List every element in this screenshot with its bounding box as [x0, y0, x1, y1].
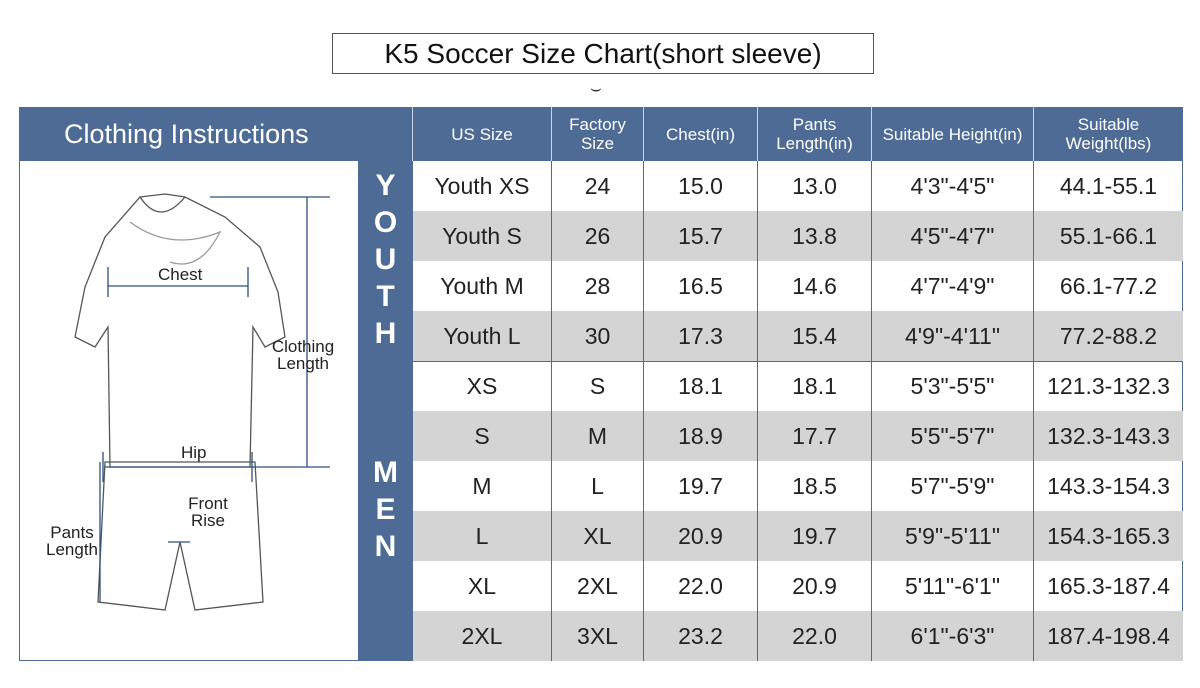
table-row: Youth XS 24 15.0 13.0 4'3"-4'5" 44.1-55.1 [412, 161, 1183, 211]
table-cell: 4'9"-4'11" [871, 311, 1033, 361]
table-cell: XL [412, 561, 551, 611]
chart-title: K5 Soccer Size Chart(short sleeve) [332, 33, 874, 74]
table-cell: Youth S [412, 211, 551, 261]
group-label-text: YOUTH [369, 168, 402, 354]
table-cell: 6'1"-6'3" [871, 611, 1033, 661]
column-header: Chest(in) [643, 107, 757, 161]
table-cell: 22.0 [757, 611, 871, 661]
group-label-men: MEN [358, 361, 412, 661]
table-cell: 28 [551, 261, 643, 311]
table-cell: 5'5"-5'7" [871, 411, 1033, 461]
table-row: XS S 18.1 18.1 5'3"-5'5" 121.3-132.3 [412, 361, 1183, 411]
table-cell: M [412, 461, 551, 511]
table-row: Youth M 28 16.5 14.6 4'7"-4'9" 66.1-77.2 [412, 261, 1183, 311]
table-row: XL 2XL 22.0 20.9 5'11"-6'1" 165.3-187.4 [412, 561, 1183, 611]
table-cell: S [412, 411, 551, 461]
table-row: L XL 20.9 19.7 5'9"-5'11" 154.3-165.3 [412, 511, 1183, 561]
table-cell: 77.2-88.2 [1033, 311, 1183, 361]
table-cell: 44.1-55.1 [1033, 161, 1183, 211]
clothing-length-label: Clothing Length [271, 337, 335, 373]
table-cell: 5'7"-5'9" [871, 461, 1033, 511]
table-cell: 18.9 [643, 411, 757, 461]
table-cell: 19.7 [757, 511, 871, 561]
table-row: Youth L 30 17.3 15.4 4'9"-4'11" 77.2-88.2 [412, 311, 1183, 361]
table-cell: S [551, 361, 643, 411]
table-cell: 17.7 [757, 411, 871, 461]
group-label-text: MEN [369, 455, 402, 567]
column-header: Factory Size [551, 107, 643, 161]
table-cell: 20.9 [757, 561, 871, 611]
table-cell: 24 [551, 161, 643, 211]
table-cell: 13.0 [757, 161, 871, 211]
table-cell: 19.7 [643, 461, 757, 511]
table-cell: 132.3-143.3 [1033, 411, 1183, 461]
table-cell: 18.5 [757, 461, 871, 511]
shirt-outline [74, 193, 286, 468]
table-cell: 5'3"-5'5" [871, 361, 1033, 411]
table-cell: 18.1 [757, 361, 871, 411]
table-cell: Youth L [412, 311, 551, 361]
table-cell: Youth M [412, 261, 551, 311]
table-row: 2XL 3XL 23.2 22.0 6'1"-6'3" 187.4-198.4 [412, 611, 1183, 661]
column-header: Suitable Weight(lbs) [1033, 107, 1183, 161]
group-label-youth: YOUTH [358, 161, 412, 361]
table-cell: 165.3-187.4 [1033, 561, 1183, 611]
table-cell: 23.2 [643, 611, 757, 661]
column-header: Suitable Height(in) [871, 107, 1033, 161]
table-cell: 14.6 [757, 261, 871, 311]
table-cell: 55.1-66.1 [1033, 211, 1183, 261]
table-cell: XL [551, 511, 643, 561]
table-cell: 30 [551, 311, 643, 361]
hip-label: Hip [181, 443, 207, 462]
table-row: Youth S 26 15.7 13.8 4'5"-4'7" 55.1-66.1 [412, 211, 1183, 261]
table-cell: 154.3-165.3 [1033, 511, 1183, 561]
clothing-instructions-header: Clothing Instructions [19, 107, 413, 161]
shorts-outline [97, 461, 264, 611]
table-cell: XS [412, 361, 551, 411]
table-cell: 66.1-77.2 [1033, 261, 1183, 311]
chest-label: Chest [158, 265, 203, 284]
table-cell: 187.4-198.4 [1033, 611, 1183, 661]
table-cell: 2XL [412, 611, 551, 661]
table-cell: 15.4 [757, 311, 871, 361]
group-divider [358, 361, 1183, 362]
table-cell: 5'11"-6'1" [871, 561, 1033, 611]
decorative-tilde: ⌣ [590, 78, 602, 98]
table-cell: 17.3 [643, 311, 757, 361]
table-cell: 2XL [551, 561, 643, 611]
table-cell: L [412, 511, 551, 561]
table-cell: 4'3"-4'5" [871, 161, 1033, 211]
table-cell: 22.0 [643, 561, 757, 611]
table-cell: 18.1 [643, 361, 757, 411]
front-rise-label: Front Rise [188, 494, 228, 530]
table-cell: 26 [551, 211, 643, 261]
table-cell: 143.3-154.3 [1033, 461, 1183, 511]
column-header: Pants Length(in) [757, 107, 871, 161]
table-cell: 4'5"-4'7" [871, 211, 1033, 261]
table-cell: 4'7"-4'9" [871, 261, 1033, 311]
table-row: M L 19.7 18.5 5'7"-5'9" 143.3-154.3 [412, 461, 1183, 511]
table-cell: 15.0 [643, 161, 757, 211]
table-cell: L [551, 461, 643, 511]
pants-length-label: Pants Length [46, 523, 98, 559]
table-cell: 3XL [551, 611, 643, 661]
column-header: US Size [412, 107, 551, 161]
table-row: S M 18.9 17.7 5'5"-5'7" 132.3-143.3 [412, 411, 1183, 461]
table-cell: 16.5 [643, 261, 757, 311]
garment-diagram [74, 193, 330, 611]
table-cell: 121.3-132.3 [1033, 361, 1183, 411]
table-cell: 15.7 [643, 211, 757, 261]
table-cell: M [551, 411, 643, 461]
table-cell: 13.8 [757, 211, 871, 261]
table-cell: Youth XS [412, 161, 551, 211]
table-cell: 5'9"-5'11" [871, 511, 1033, 561]
table-cell: 20.9 [643, 511, 757, 561]
